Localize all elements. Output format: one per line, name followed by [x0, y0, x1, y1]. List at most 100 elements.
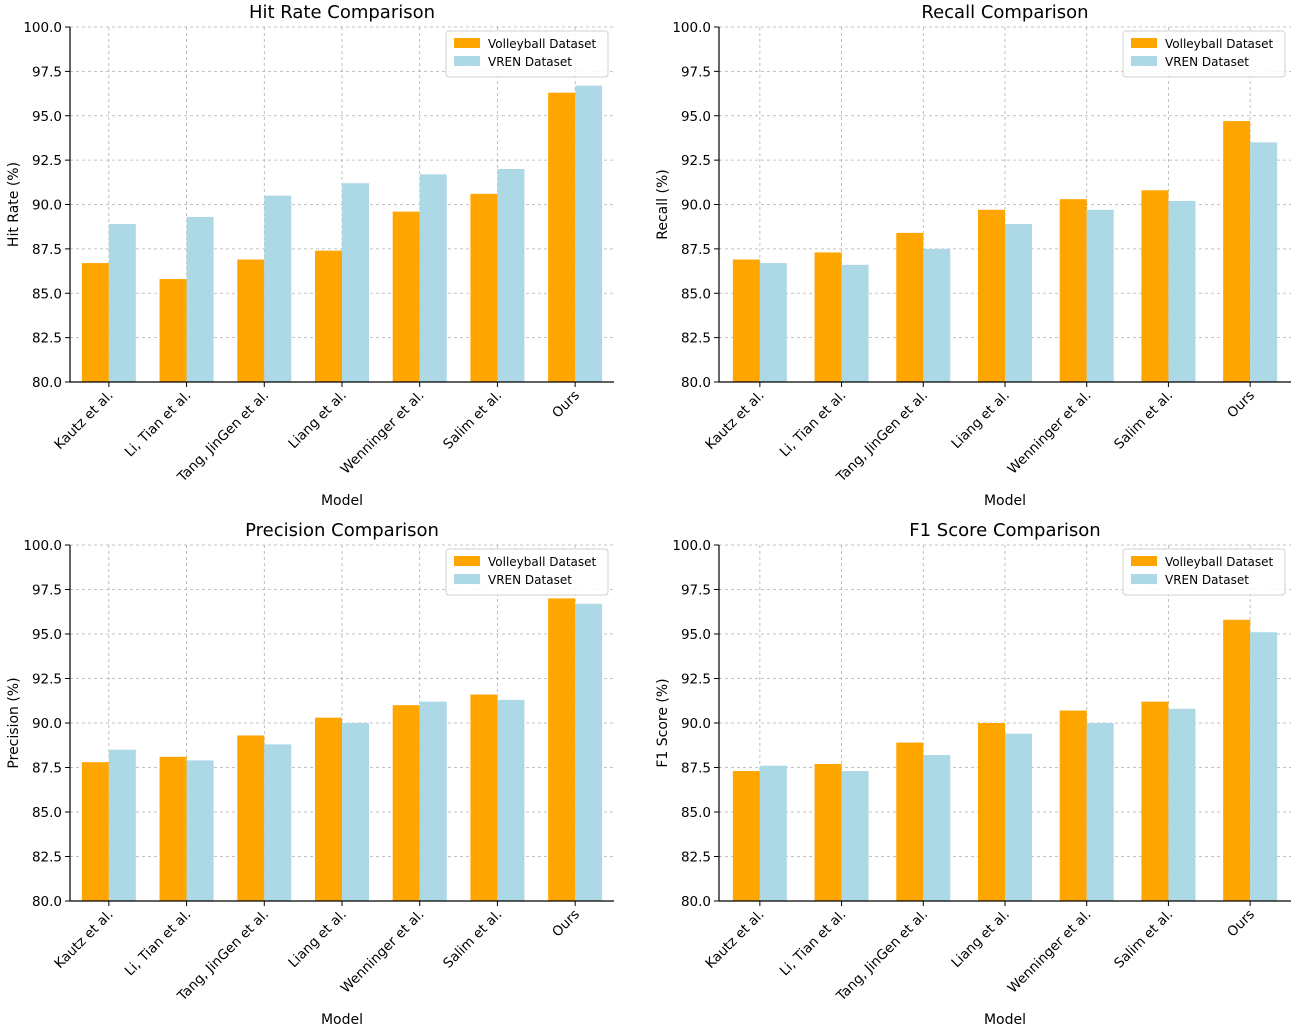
bar-volleyball-dataset-kautz-et-al	[732, 771, 760, 901]
x-tick-label: Liang et al.	[948, 388, 1012, 452]
y-tick-label: 85.0	[681, 805, 711, 821]
legend-label: Volleyball Dataset	[1165, 555, 1274, 569]
legend: Volleyball Dataset VREN Dataset	[1122, 548, 1286, 596]
legend-swatch-vren-dataset	[1131, 56, 1157, 66]
bar-vren-dataset-tang-jingen-et-al	[264, 744, 292, 901]
bar-vren-dataset-salim-et-al	[497, 699, 525, 901]
bar-volleyball-dataset-wenninger-et-al	[1059, 199, 1087, 382]
bar-volleyball-dataset-wenninger-et-al	[392, 211, 420, 382]
legend: Volleyball Dataset VREN Dataset	[1122, 30, 1286, 78]
legend-label: Volleyball Dataset	[1165, 37, 1274, 51]
x-axis-label: Model	[984, 493, 1026, 509]
x-axis-label: Model	[321, 493, 363, 509]
bar-vren-dataset-wenninger-et-al	[1086, 209, 1114, 382]
bar-vren-dataset-salim-et-al	[497, 169, 525, 382]
bar-volleyball-dataset-liang-et-al	[978, 209, 1005, 382]
y-tick-label: 80.0	[32, 375, 62, 391]
chart-title: Hit Rate Comparison	[249, 2, 435, 23]
legend-swatch-vren-dataset	[454, 574, 480, 584]
chart-precision-comparison: 80.0 82.5 85.0 87.5 90.0 92.5 95.0 97.5 100.0 Kau…	[6, 520, 614, 1028]
bar-vren-dataset-ours	[575, 85, 603, 382]
bar-vren-dataset-wenninger-et-al	[419, 701, 447, 901]
legend-swatch-volleyball-dataset	[1131, 556, 1157, 566]
x-tick-label: Wenninger et al.	[1005, 907, 1095, 997]
x-tick-label: Tang, JinGen et al.	[833, 388, 931, 486]
y-tick-label: 100.0	[23, 20, 62, 36]
y-tick-label: 90.0	[681, 198, 711, 214]
y-tick-label: 92.5	[32, 672, 62, 688]
y-tick-label: 100.0	[672, 538, 711, 554]
legend-swatch-volleyball-dataset	[454, 556, 480, 566]
y-tick-label: 87.5	[681, 761, 711, 777]
x-axis-label: Model	[984, 1012, 1026, 1028]
bar-vren-dataset-kautz-et-al	[108, 224, 136, 382]
bar-vren-dataset-li-tian-et-al	[841, 264, 869, 382]
x-tick-label: Kautz et al.	[51, 907, 116, 972]
x-tick-label: Kautz et al.	[702, 907, 767, 972]
legend-label: Volleyball Dataset	[488, 37, 597, 51]
bar-volleyball-dataset-tang-jingen-et-al	[237, 259, 265, 382]
bar-vren-dataset-tang-jingen-et-al	[923, 755, 951, 901]
bar-vren-dataset-wenninger-et-al	[1086, 723, 1114, 901]
bar-vren-dataset-ours	[575, 603, 603, 901]
bar-vren-dataset-li-tian-et-al	[186, 760, 214, 901]
y-axis-label: Hit Rate (%)	[6, 162, 22, 247]
y-tick-label: 97.5	[681, 64, 711, 80]
bar-volleyball-dataset-ours	[548, 598, 576, 901]
y-tick-label: 100.0	[672, 20, 711, 36]
y-tick-label: 90.0	[681, 716, 711, 732]
chart-hit-rate-comparison: 80.0 82.5 85.0 87.5 90.0 92.5 95.0 97.5 100.0 Kau…	[6, 2, 614, 509]
legend-box	[1122, 548, 1286, 596]
bar-vren-dataset-tang-jingen-et-al	[264, 195, 292, 382]
x-tick-label: Salim et al.	[1111, 388, 1176, 453]
y-axis-label: Recall (%)	[655, 169, 671, 239]
bar-vren-dataset-kautz-et-al	[759, 765, 787, 901]
bar-vren-dataset-tang-jingen-et-al	[923, 248, 951, 382]
bar-volleyball-dataset-salim-et-al	[1141, 190, 1169, 382]
legend: Volleyball Dataset VREN Dataset	[445, 548, 609, 596]
bar-volleyball-dataset-liang-et-al	[978, 723, 1005, 901]
y-tick-label: 92.5	[681, 672, 711, 688]
bar-volleyball-dataset-liang-et-al	[315, 250, 342, 382]
x-tick-label: Salim et al.	[440, 907, 505, 972]
chart-title: Precision Comparison	[245, 520, 439, 541]
y-tick-label: 95.0	[681, 109, 711, 125]
x-tick-label: Kautz et al.	[51, 388, 116, 453]
bar-volleyball-dataset-li-tian-et-al	[814, 763, 842, 901]
y-tick-label: 97.5	[681, 583, 711, 599]
legend-box	[1122, 30, 1286, 78]
x-tick-label: Ours	[1224, 388, 1258, 422]
bar-volleyball-dataset-tang-jingen-et-al	[896, 742, 924, 901]
bar-volleyball-dataset-kautz-et-al	[81, 762, 109, 901]
x-tick-label: Salim et al.	[440, 388, 505, 453]
bar-volleyball-dataset-li-tian-et-al	[159, 756, 187, 901]
bar-vren-dataset-ours	[1250, 142, 1278, 382]
y-tick-label: 82.5	[681, 850, 711, 866]
y-tick-label: 80.0	[32, 894, 62, 910]
y-tick-label: 82.5	[681, 331, 711, 347]
bar-volleyball-dataset-li-tian-et-al	[159, 279, 187, 382]
x-tick-label: Li, Tian et al.	[122, 388, 195, 461]
legend-label: VREN Dataset	[1165, 55, 1249, 69]
x-axis-label: Model	[321, 1012, 363, 1028]
y-tick-label: 90.0	[32, 716, 62, 732]
bar-volleyball-dataset-liang-et-al	[315, 717, 342, 901]
x-tick-label: Liang et al.	[285, 907, 349, 971]
x-tick-label: Li, Tian et al.	[777, 907, 850, 980]
legend-box	[445, 548, 609, 596]
x-tick-label: Ours	[1224, 907, 1258, 941]
bar-vren-dataset-li-tian-et-al	[841, 771, 869, 901]
x-tick-label: Li, Tian et al.	[777, 388, 850, 461]
y-axis-label: F1 Score (%)	[655, 678, 671, 767]
chart-f1-score-comparison: 80.0 82.5 85.0 87.5 90.0 92.5 95.0 97.5 100.0 Kau…	[655, 520, 1291, 1028]
y-tick-label: 97.5	[32, 583, 62, 599]
y-tick-label: 80.0	[681, 894, 711, 910]
bar-volleyball-dataset-li-tian-et-al	[814, 252, 842, 382]
legend-label: Volleyball Dataset	[488, 555, 597, 569]
legend-swatch-volleyball-dataset	[1131, 38, 1157, 48]
bar-volleyball-dataset-ours	[1223, 121, 1251, 382]
y-tick-label: 95.0	[32, 109, 62, 125]
legend-swatch-vren-dataset	[1131, 574, 1157, 584]
bar-volleyball-dataset-kautz-et-al	[81, 263, 109, 382]
y-tick-label: 92.5	[32, 153, 62, 169]
